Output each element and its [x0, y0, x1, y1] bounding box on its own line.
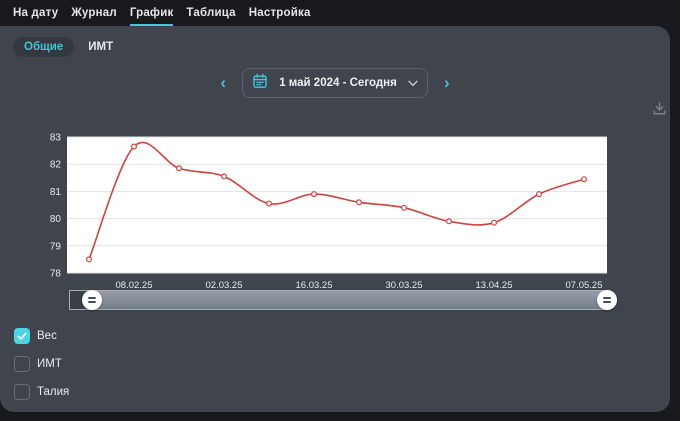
top-nav: На дату Журнал График Таблица Настройка	[0, 0, 680, 26]
nav-item-zhurnal[interactable]: Журнал	[71, 7, 117, 19]
range-slider-left-handle[interactable]	[82, 290, 102, 310]
content-panel: Общие ИМТ ‹ 1 май 2024 - Сегодня	[0, 26, 670, 412]
legend-label: Вес	[37, 330, 57, 342]
date-range-value: 1 май 2024 - Сегодня	[279, 77, 397, 89]
chart-tabs: Общие ИМТ	[13, 37, 115, 57]
svg-text:02.03.25: 02.03.25	[206, 280, 243, 291]
svg-text:78: 78	[50, 269, 62, 280]
svg-text:79: 79	[50, 241, 62, 252]
nav-item-na-datu[interactable]: На дату	[13, 7, 59, 19]
svg-text:07.05.25: 07.05.25	[566, 280, 603, 291]
chevron-down-icon	[408, 74, 418, 92]
date-range-dropdown[interactable]: 1 май 2024 - Сегодня	[242, 68, 428, 98]
range-slider[interactable]	[69, 290, 617, 310]
checkbox-imt[interactable]	[14, 356, 30, 372]
drag-handle-icon	[603, 301, 611, 303]
legend-item-imt[interactable]: ИМТ	[14, 356, 62, 372]
nav-item-grafik[interactable]: График	[129, 0, 174, 26]
legend-label: ИМТ	[37, 358, 62, 370]
check-icon	[17, 332, 27, 340]
tab-imt[interactable]: ИМТ	[88, 41, 114, 53]
nav-item-tablitsa[interactable]: Таблица	[186, 7, 236, 19]
download-icon[interactable]	[652, 101, 667, 121]
drag-handle-icon	[88, 297, 96, 299]
svg-text:13.04.25: 13.04.25	[476, 280, 513, 291]
checkbox-ves[interactable]	[14, 328, 30, 344]
svg-text:16.03.25: 16.03.25	[296, 280, 333, 291]
legend-item-ves[interactable]: Вес	[14, 328, 57, 344]
legend-label: Талия	[37, 386, 70, 398]
svg-text:30.03.25: 30.03.25	[386, 280, 423, 291]
tab-obshchie[interactable]: Общие	[13, 37, 75, 57]
svg-text:82: 82	[50, 160, 62, 171]
legend-item-taliya[interactable]: Талия	[14, 384, 69, 400]
range-slider-right-handle[interactable]	[597, 290, 617, 310]
svg-text:80: 80	[50, 214, 62, 225]
drag-handle-icon	[88, 301, 96, 303]
svg-text:08.02.25: 08.02.25	[116, 280, 153, 291]
next-period-button[interactable]: ›	[441, 74, 453, 93]
calendar-icon	[252, 73, 268, 94]
weight-chart-svg: 78 79 80 81 82 83 08.02.25 02.03.25 16.03.25 30.0…	[50, 133, 607, 291]
date-range-selector: ‹ 1 май 2024 - Сегодня	[0, 68, 670, 98]
range-slider-selection	[90, 291, 606, 309]
nav-item-nastroyka[interactable]: Настройка	[248, 7, 311, 19]
prev-period-button[interactable]: ‹	[217, 74, 229, 93]
drag-handle-icon	[603, 297, 611, 299]
checkbox-taliya[interactable]	[14, 384, 30, 400]
svg-text:83: 83	[50, 133, 62, 144]
svg-text:81: 81	[50, 187, 62, 198]
